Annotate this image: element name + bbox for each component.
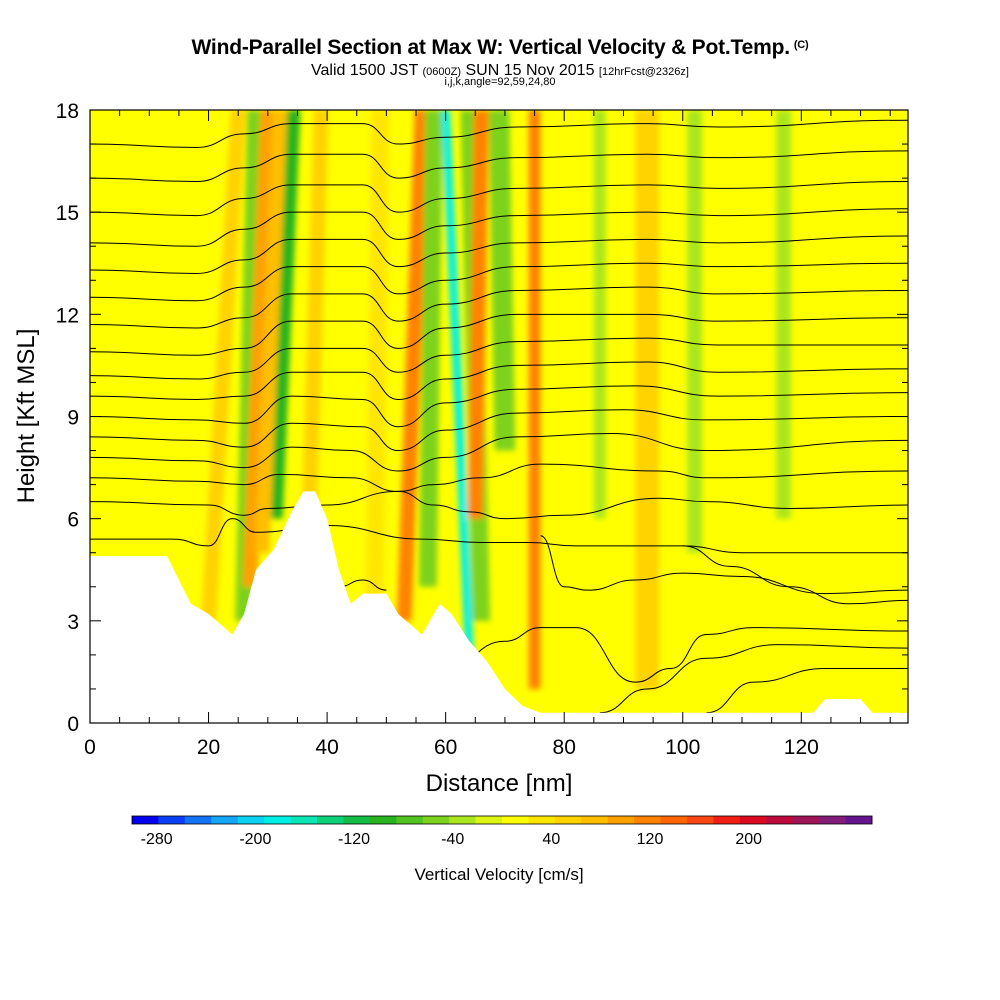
terrain-mask [90,491,908,723]
colorbar-swatch [290,816,318,824]
colorbar-tick-label: 200 [735,831,762,848]
colorbar-swatch [687,816,714,824]
colorbar-label: Vertical Velocity [cm/s] [414,865,583,884]
colorbar-swatch [184,816,212,824]
theta-contour-2 [90,463,908,492]
colorbar-swatch [660,816,688,824]
colorbar-tick-label: -280 [141,831,173,848]
theta-contour-13 [90,181,908,217]
theta-contour-17 [599,644,908,714]
colorbar-swatch [528,816,556,824]
colorbar-swatch [554,816,582,824]
theta-contour-7 [90,337,908,380]
theta-contour-14 [90,150,908,183]
colorbar-tick-label: 40 [542,831,560,848]
colorbar-swatch [158,816,186,824]
colorbar-swatch [713,816,741,824]
colorbar-swatch [819,816,846,824]
colorbar-swatch [343,816,371,824]
velocity-band-14 [687,110,703,553]
x-axis-label: Distance [nm] [426,770,573,797]
colorbar-swatch [607,816,635,824]
velocity-band-7 [418,110,443,587]
velocity-band-0 [201,110,246,621]
velocity-band-13 [635,110,660,689]
params-text: i,j,k,angle=92,59,24,80 [444,76,556,88]
velocity-band-16 [776,110,791,519]
y-tick-label: 0 [67,713,79,736]
colorbar-swatch [369,816,397,824]
x-tick-label: 20 [197,736,220,759]
colorbar-frame [131,815,873,825]
y-tick-label: 18 [56,100,79,123]
theta-contour-15 [90,119,908,148]
valid-local: Valid 1500 JST [311,62,419,79]
theta-contour-20 [540,535,908,595]
theta-contour-4 [90,409,908,452]
colorbar-swatch [317,816,344,824]
theta-contour-1 [90,490,908,520]
theta-contour-10 [90,262,908,302]
velocity-band-6 [396,110,430,621]
y-tick-label: 9 [67,407,79,430]
section-params: i,j,k,angle=92,59,24,80 [0,76,1000,88]
theta-contour-0 [90,518,908,554]
velocity-band-2 [242,110,276,587]
colorbar-swatch [581,816,609,824]
theta-contour-19 [338,579,387,591]
colorbar: -280 -200 -120 -40 40 120 200 [131,815,873,848]
colorbar-swatch [739,816,767,824]
x-tick-label: 120 [784,736,819,759]
theta-contour-8 [90,313,908,356]
y-tick-label: 15 [56,202,79,225]
colorbar-swatch [475,816,503,824]
theta-contour-21 [682,545,908,605]
colorbar-tick-label: -40 [441,831,464,848]
forecast-info: [12hrFcst@2326z] [598,66,689,78]
valid-utc: (0600Z) [422,66,462,78]
valid-time: Valid 1500 JST (0600Z) SUN 15 Nov 2015 [… [0,62,1000,80]
colorbar-swatch [211,816,239,824]
colorbar-tick-label: -120 [338,831,370,848]
velocity-band-8 [441,110,474,655]
colorbar-swatch [766,816,794,824]
velocity-band-12 [528,110,541,689]
theta-contour-5 [90,385,908,428]
theta-contour-3 [90,433,908,472]
colorbar-swatch [845,816,873,824]
x-tick-label: 60 [434,736,457,759]
chart-title: Wind-Parallel Section at Max W: Vertical… [0,36,1000,60]
y-tick-label: 3 [67,611,79,634]
colorbar-tick-label: 120 [637,831,664,848]
copyright-mark: (C) [793,39,809,51]
velocity-band-15 [365,110,390,621]
colorbar-swatch [422,816,450,824]
colorbar-swatch [792,816,820,824]
x-tick-label: 0 [84,736,96,759]
theta-contour-11 [90,235,908,274]
x-tick-label: 80 [553,736,576,759]
theta-contour-18 [706,668,908,714]
colorbar-swatch [502,816,529,824]
theta-contour-6 [90,361,908,400]
x-tick-label: 100 [665,736,700,759]
colorbar-swatch [264,816,291,824]
colorbar-swatch [396,816,424,824]
theta-contour-9 [90,286,908,329]
x-tick-label: 40 [315,736,338,759]
y-axis-label: Height [Kft MSL] [13,329,40,504]
colorbar-swatch [634,816,661,824]
colorbar-tick-label: -200 [239,831,271,848]
colorbar-swatch [237,816,265,824]
colorbar-swatch [132,816,159,824]
y-tick-label: 12 [56,304,79,327]
y-tick-label: 6 [67,509,79,532]
theta-contour-12 [90,208,908,247]
colorbar-swatch [449,816,476,824]
velocity-band-10 [467,110,489,519]
title-text: Wind-Parallel Section at Max W: Vertical… [191,36,791,59]
valid-date: SUN 15 Nov 2015 [465,62,595,79]
